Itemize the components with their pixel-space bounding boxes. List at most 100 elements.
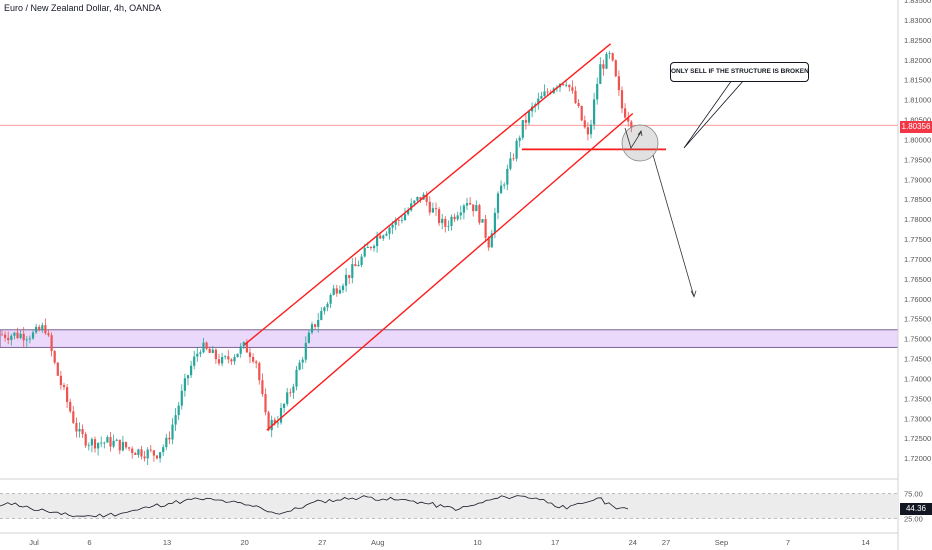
candle-body — [224, 356, 227, 358]
candle-body — [428, 201, 431, 213]
last-price-tag: 1.80356 — [900, 121, 932, 133]
candle-body — [155, 455, 159, 459]
candle-body — [146, 449, 149, 459]
candle-body — [379, 235, 382, 239]
retest-arrow — [624, 127, 642, 149]
candle-body — [276, 422, 279, 424]
candle-body — [283, 403, 286, 408]
candle-body — [543, 91, 546, 97]
retest-circle — [621, 124, 659, 162]
y-tick-label: 1.77500 — [904, 235, 931, 244]
candle-body — [221, 356, 224, 364]
candle-body — [317, 320, 320, 327]
candle-body — [472, 204, 475, 212]
candle-body — [571, 87, 574, 91]
candle-body — [4, 334, 7, 338]
candle-body — [25, 339, 28, 341]
channel-lower-line — [266, 112, 634, 431]
candle-body — [403, 214, 407, 221]
y-tick-label: 1.78000 — [904, 215, 931, 224]
candle-body — [413, 200, 416, 204]
x-tick-label: 27 — [662, 538, 670, 547]
candle-body — [292, 386, 295, 393]
candle-body — [496, 193, 500, 213]
y-tick-label: 1.81000 — [904, 96, 931, 105]
candle-body — [35, 326, 38, 333]
candle-body — [608, 53, 611, 55]
candle-body — [602, 64, 605, 69]
y-tick-label: 1.72000 — [904, 454, 931, 463]
candle-body — [10, 335, 13, 340]
y-tick-label: 1.75000 — [904, 335, 931, 344]
x-tick-label: Sep — [715, 538, 728, 547]
candle-body — [295, 369, 298, 387]
candle-body — [236, 353, 239, 358]
candle-body — [159, 452, 162, 459]
candle-body — [252, 357, 255, 362]
candle-body — [121, 441, 124, 451]
candle-body — [202, 342, 205, 353]
candle-body — [165, 437, 168, 448]
candle-body — [261, 380, 264, 395]
candle-body — [186, 375, 190, 379]
y-tick-label: 1.76500 — [904, 275, 931, 284]
x-tick-label: 20 — [241, 538, 249, 547]
candle-body — [397, 219, 400, 221]
candle-body — [524, 120, 527, 123]
candle-body — [478, 205, 481, 223]
candle-body — [630, 121, 633, 128]
candle-body — [211, 349, 214, 353]
x-tick-label: 7 — [786, 538, 790, 547]
candle-body — [512, 158, 515, 160]
candle-body — [431, 208, 434, 213]
candle-body — [72, 411, 75, 424]
rsi-level-label: 25.00 — [904, 515, 923, 524]
y-tick-label: 1.75500 — [904, 315, 931, 324]
candle-body — [323, 307, 326, 312]
candle-body — [593, 99, 596, 125]
candle-body — [115, 439, 118, 441]
candle-body — [217, 359, 221, 364]
candle-body — [270, 419, 273, 431]
candle-body — [596, 83, 599, 100]
candle-body — [239, 346, 242, 354]
candle-body — [546, 91, 549, 93]
candle-body — [199, 352, 202, 354]
candle-body — [583, 120, 586, 128]
candle-body — [434, 208, 438, 210]
candle-body — [93, 439, 97, 449]
candle-body — [450, 216, 453, 227]
candle-body — [171, 424, 174, 440]
candle-body — [134, 452, 137, 456]
candle-body — [205, 342, 208, 349]
candle-body — [589, 124, 593, 135]
candle-body — [376, 235, 379, 247]
candle-body — [484, 219, 487, 238]
candle-body — [565, 84, 568, 86]
candle-body — [255, 361, 258, 364]
candle-body — [425, 194, 428, 202]
candle-body — [289, 392, 292, 394]
rsi-level-label: 75.00 — [904, 490, 923, 499]
y-tick-label: 1.80500 — [904, 116, 931, 125]
candle-body — [372, 246, 376, 249]
x-tick-label: 24 — [629, 538, 637, 547]
candle-body — [100, 442, 103, 444]
candle-body — [360, 256, 363, 266]
candle-body — [332, 288, 335, 295]
candle-body — [78, 429, 81, 432]
candle-body — [143, 456, 146, 459]
y-tick-label: 1.78500 — [904, 195, 931, 204]
channel-upper-line — [244, 43, 612, 346]
x-tick-label: 10 — [473, 538, 481, 547]
candle-body — [624, 108, 627, 118]
candle-body — [81, 429, 84, 435]
candle-body — [419, 196, 422, 200]
candle-body — [44, 325, 47, 334]
annotation-callout[interactable]: ONLY SELL IF THE STRUCTURE IS BROKEN — [670, 62, 809, 82]
candle-body — [438, 209, 441, 224]
candle-body — [16, 332, 19, 338]
y-tick-label: 1.74500 — [904, 355, 931, 364]
candle-body — [304, 342, 307, 360]
